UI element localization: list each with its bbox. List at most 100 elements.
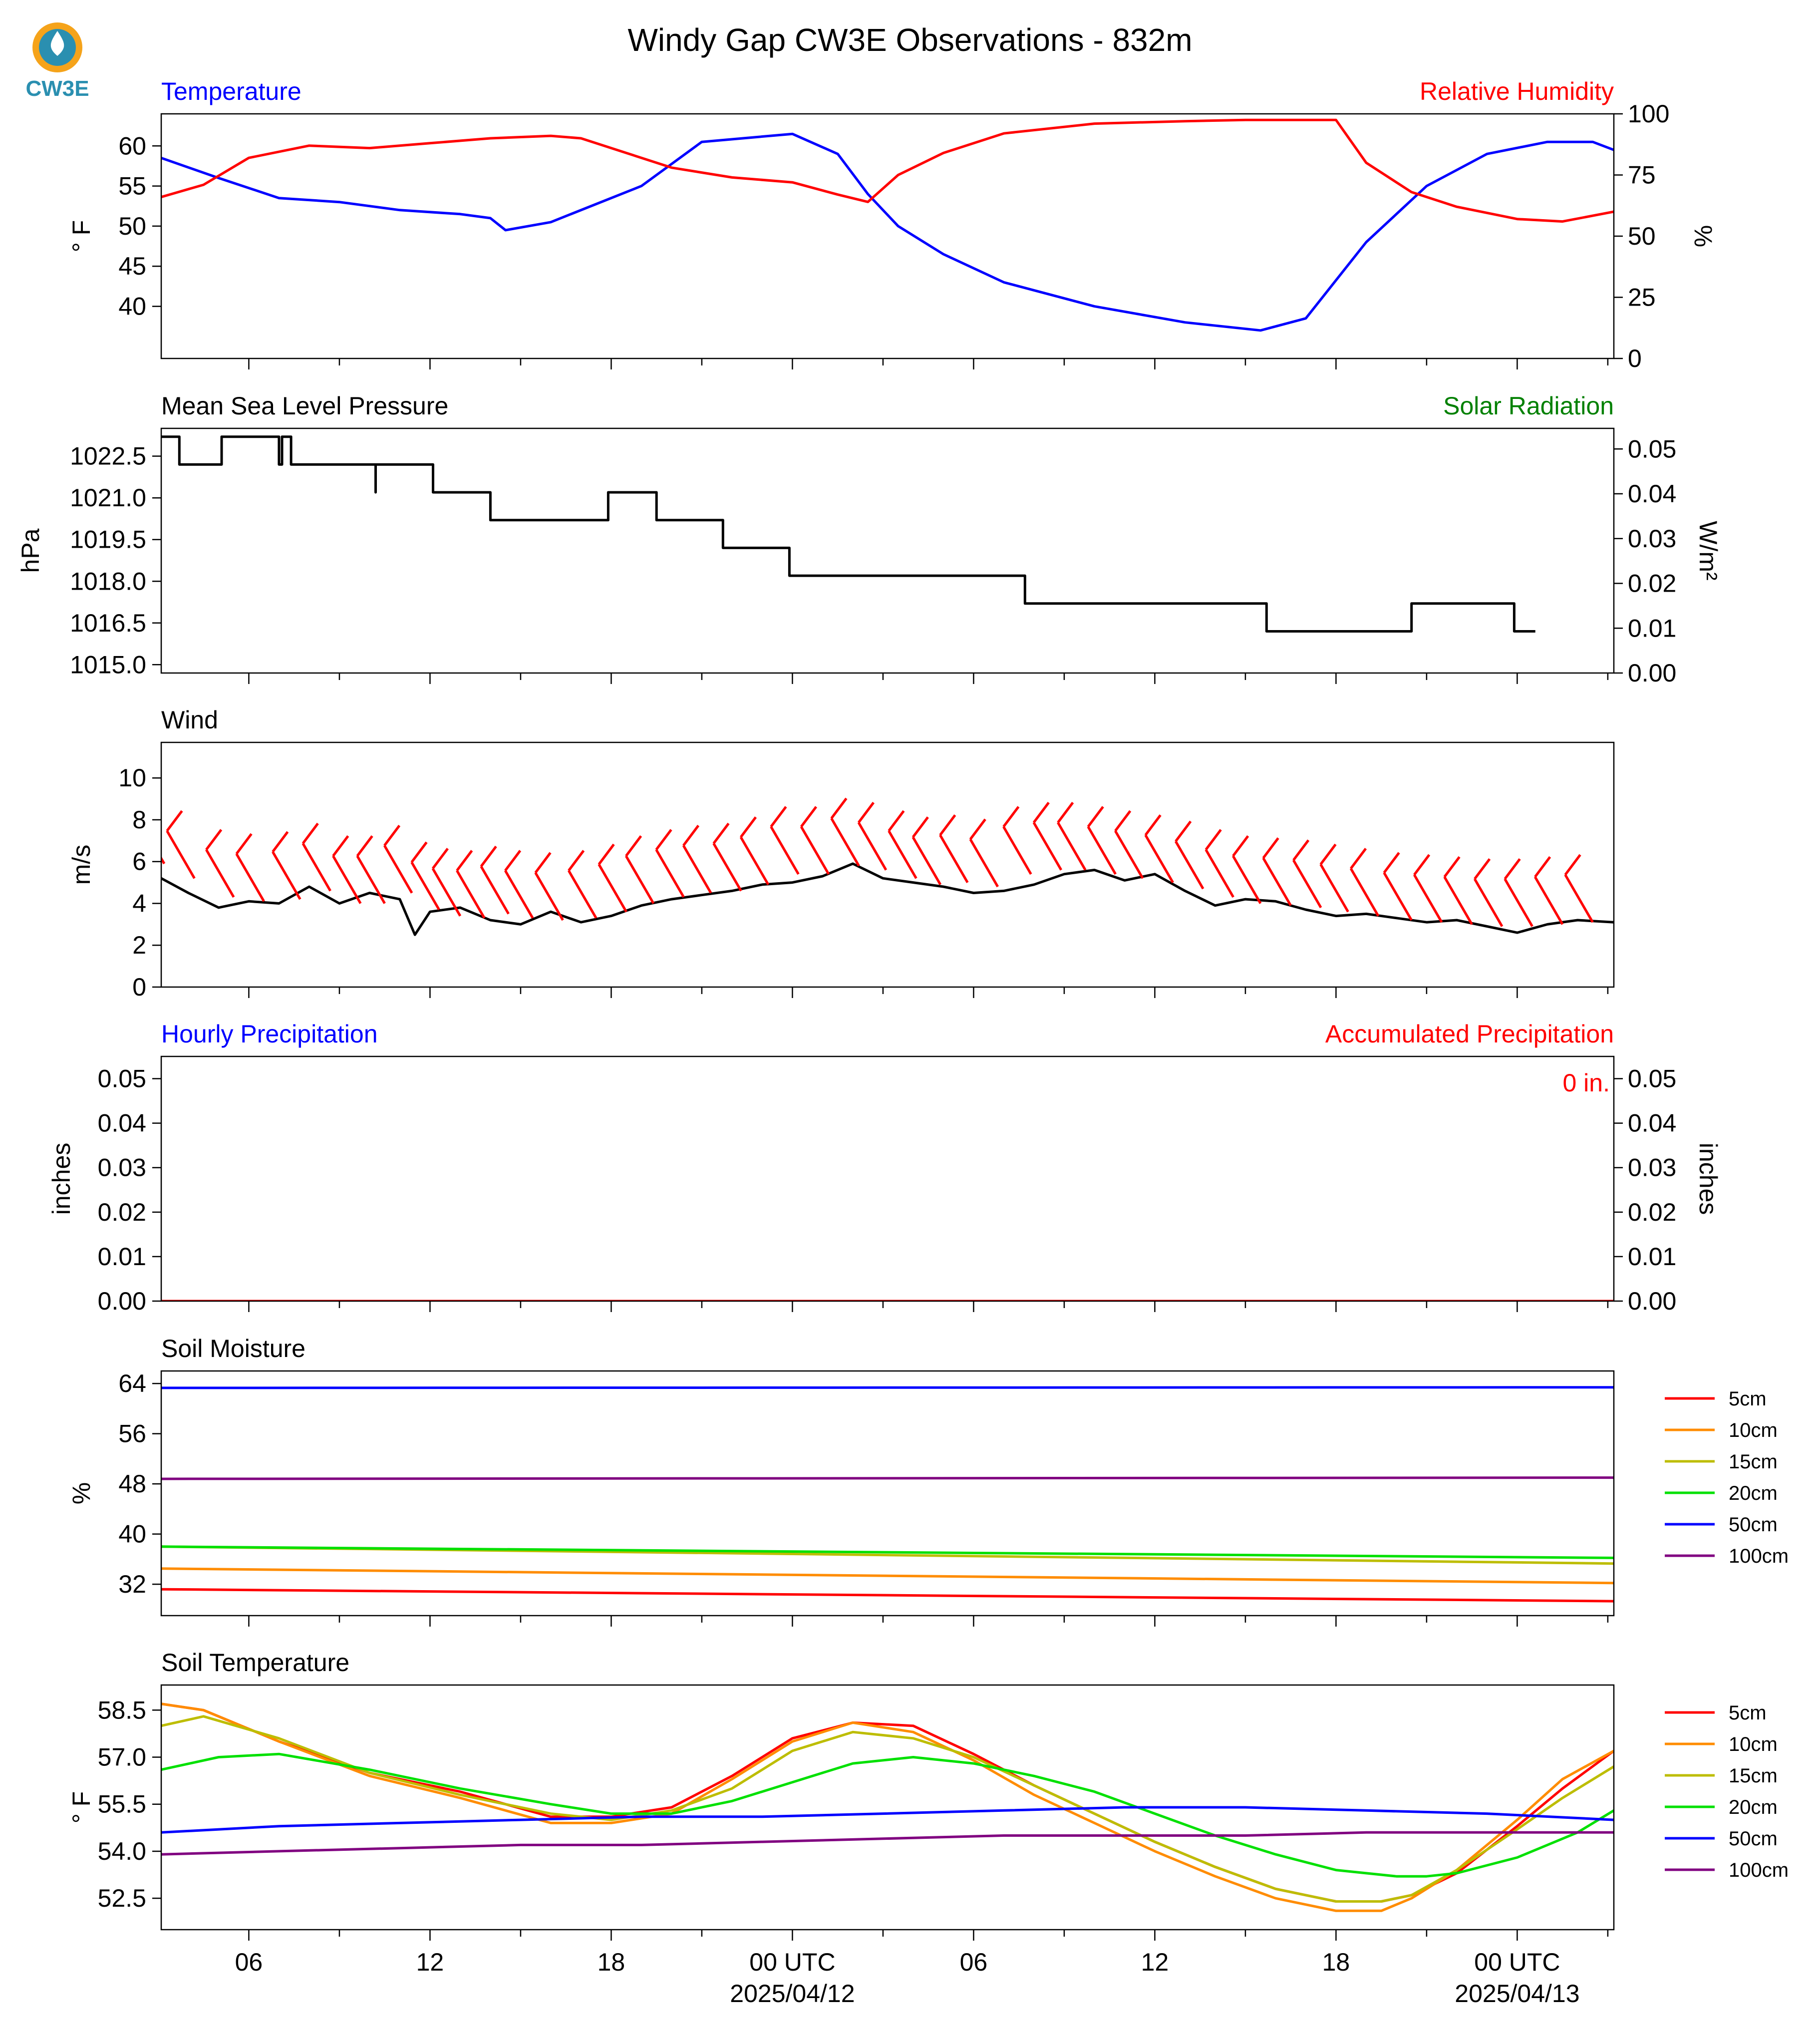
wind-barb-flag	[740, 816, 757, 838]
plot-area	[161, 118, 1614, 332]
wind-barb-staff	[1114, 830, 1144, 879]
y-axis-label: inches	[47, 1143, 75, 1215]
x-tick-label: 18	[598, 1948, 625, 1976]
wind-barb-staff	[504, 870, 534, 919]
wind-barb-staff	[1231, 855, 1262, 904]
y-tick-label: 45	[118, 252, 146, 280]
y-tick-label: 0.03	[98, 1154, 146, 1182]
y-tick-label-right: 0.02	[1628, 1198, 1676, 1226]
wind-barb-flag	[1087, 806, 1104, 828]
wind-barb-staff	[655, 849, 685, 898]
series-line-100cm	[161, 1831, 1614, 1856]
plot-area	[161, 1702, 1614, 1912]
y-tick-label: 0.01	[98, 1243, 146, 1271]
series-line-20cm	[161, 1545, 1614, 1559]
x-tick-label: 06	[960, 1948, 988, 1976]
wind-barb-flag	[383, 825, 401, 847]
wind-barb-staff	[332, 855, 362, 904]
wind-barb-staff	[1144, 834, 1174, 883]
wind-barb-staff	[1473, 878, 1504, 927]
plot-area	[161, 435, 1535, 633]
y-axis-label: %	[67, 1482, 95, 1504]
wind-barb-staff	[939, 834, 969, 883]
series-line-15cm	[161, 1715, 1614, 1903]
wind-barb-staff	[1032, 822, 1063, 871]
wind-barb-flag	[1002, 806, 1020, 828]
wind-barb-staff	[1002, 826, 1032, 875]
y-tick-label-right: 0.04	[1628, 480, 1676, 508]
y-tick-label-right: 50	[1628, 222, 1656, 250]
y-tick-label: 58.5	[98, 1696, 146, 1724]
y-axis-label: ° F	[67, 1791, 95, 1823]
wind-barb-flag	[598, 843, 615, 865]
wind-barb-flag	[1175, 820, 1192, 842]
wind-barb-flag	[534, 852, 552, 874]
panel-1: Temperature Relative Humidity 40 45 50 55 60 ° …	[67, 77, 1717, 372]
y-tick-label-right: 0.00	[1628, 1287, 1676, 1315]
legend-label: 5cm	[1729, 1702, 1767, 1724]
wind-barb-staff	[1504, 878, 1533, 927]
y-axis-label-right: inches	[1694, 1143, 1722, 1215]
panels: Temperature Relative Humidity4045505560° …	[16, 77, 1789, 2008]
wind-barb-staff	[969, 838, 999, 888]
panel-title-right: Relative Humidity	[1420, 77, 1614, 105]
x-date-label: 2025/04/12	[730, 1980, 855, 2008]
y-tick-label: 40	[118, 1520, 146, 1548]
y-axis-label-right: W/m²	[1694, 521, 1722, 580]
wind-barb-flag	[800, 806, 818, 828]
wind-barb-staff	[356, 855, 386, 904]
y-axis-label: ° F	[67, 220, 95, 252]
y-tick-label: 1016.5	[70, 609, 146, 637]
wind-barb-flag	[302, 822, 319, 844]
wind-barb-staff	[1443, 876, 1473, 925]
y-tick-label-right: 0.03	[1628, 525, 1676, 553]
y-tick-label-right: 0	[1628, 344, 1642, 372]
plot-frame	[160, 741, 1615, 988]
y-tick-label: 52.5	[98, 1884, 146, 1912]
wind-barb-staff	[1205, 849, 1234, 898]
wind-barb-staff	[1349, 868, 1380, 917]
series-line-s2	[161, 118, 1614, 223]
legend-label: 20cm	[1729, 1482, 1778, 1504]
page-title: Windy Gap CW3E Observations - 832m	[627, 22, 1192, 58]
wind-barb-staff	[1413, 874, 1443, 923]
wind-barb-flag	[504, 850, 522, 872]
panel-title-left: Soil Temperature	[161, 1649, 349, 1677]
y-axis-label-right: %	[1689, 225, 1717, 247]
wind-barb-flag	[625, 835, 642, 857]
wind-barb-flag	[1534, 856, 1551, 878]
wind-barb-staff	[800, 826, 830, 875]
panel-2: Mean Sea Level Pressure Solar Radiation 10…	[16, 392, 1722, 687]
series-line-100cm	[161, 1476, 1614, 1480]
wind-barb-flag	[1232, 835, 1249, 857]
wind-barb-flag	[888, 810, 905, 832]
wind-barb-flag	[1057, 801, 1074, 823]
wind-barb-flag	[682, 825, 700, 847]
wind-barb-flag	[456, 850, 473, 872]
y-tick-label: 10	[118, 764, 146, 792]
wind-barb-flag	[1292, 839, 1310, 861]
y-axis-label: m/s	[67, 845, 95, 885]
wind-barb-staff	[235, 853, 265, 902]
wind-barb-staff	[712, 843, 742, 892]
series-line-s1	[161, 435, 1535, 633]
wind-barb-flag	[1383, 852, 1400, 874]
wind-barb-flag	[1413, 854, 1431, 876]
wind-barb-flag	[332, 835, 349, 857]
plot-frame	[160, 1370, 1615, 1617]
wind-barb-flag	[1032, 801, 1050, 823]
legend-label: 15cm	[1729, 1451, 1778, 1473]
plot-frame	[160, 1055, 1615, 1302]
y-tick-label: 54.0	[98, 1837, 146, 1865]
y-tick-label: 55.5	[98, 1790, 146, 1818]
x-tick-label: 18	[1322, 1948, 1350, 1976]
wind-barb-staff	[456, 870, 486, 919]
series-line-50cm	[161, 1806, 1614, 1834]
y-tick-label: 40	[118, 293, 146, 321]
wind-barb-staff	[410, 861, 440, 911]
x-tick-label: 00 UTC	[1474, 1948, 1560, 1976]
x-tick-label: 06	[235, 1948, 263, 1976]
y-tick-label: 32	[118, 1570, 146, 1598]
wind-barb-staff	[888, 830, 917, 879]
